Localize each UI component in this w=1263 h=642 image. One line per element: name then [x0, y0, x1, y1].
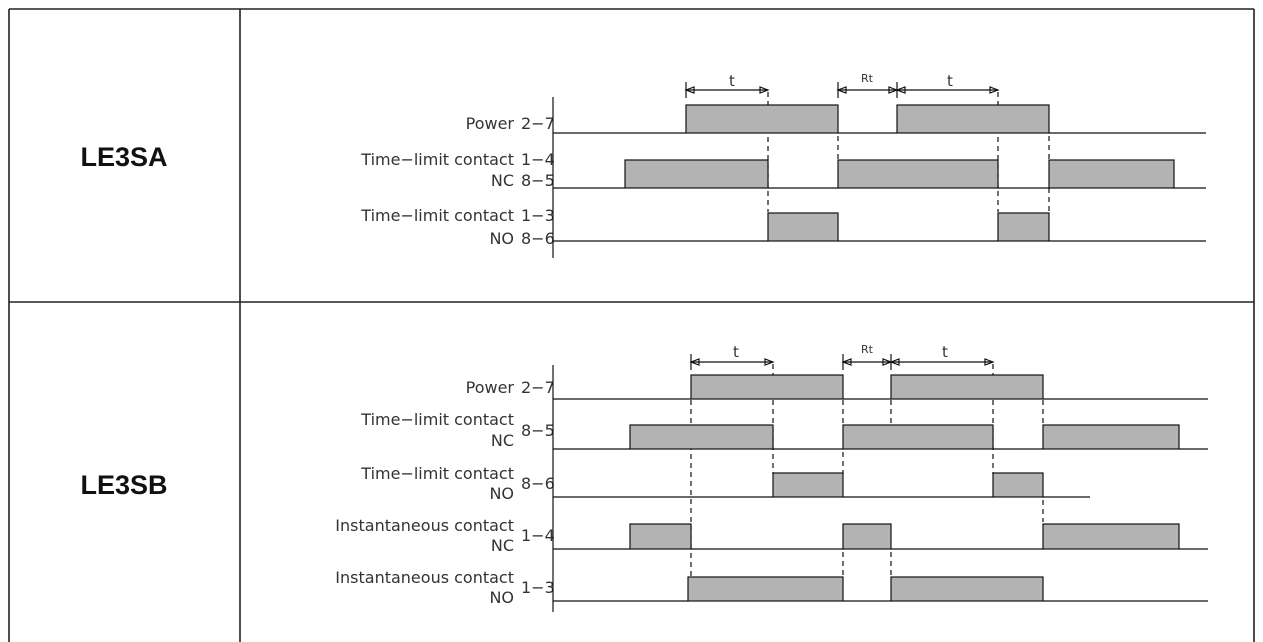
pulse	[1042, 523, 1180, 550]
signal-label-time-limit-contact-nc: Time−limit contact	[360, 150, 514, 169]
signal-sub-nc: NC	[491, 431, 514, 450]
signal-label-time-limit-contact-no: Time−limit contact	[360, 206, 514, 225]
signal-pins-1-4: 1−4	[521, 150, 555, 169]
signal-label-instantaneous-contact-nc: Instantaneous contact	[335, 516, 514, 535]
pulse	[896, 104, 1050, 134]
pulse	[997, 212, 1050, 242]
pulse	[837, 159, 999, 189]
pulse	[690, 374, 844, 400]
signal-sub-nc: NC	[491, 536, 514, 555]
timing-label-t2: t	[947, 72, 953, 90]
timing-label-rt: Rt	[861, 72, 874, 85]
pulse	[842, 424, 994, 450]
signal-label-power: Power	[466, 114, 515, 133]
signal-label-power: Power	[466, 378, 515, 397]
signal-pins-1-3: 1−3	[521, 578, 555, 597]
pulse	[772, 472, 844, 498]
signal-pins-8-6: 8−6	[521, 229, 555, 248]
pulse	[687, 576, 844, 602]
signal-sub-no: NO	[489, 484, 514, 503]
pulse	[890, 374, 1044, 400]
signal-pins-power: 2−7	[521, 378, 555, 397]
le3sb-section: LE3SB Power 2−7 Time−limit contact NC 8−…	[80, 343, 1208, 612]
waveform-time-limit-no	[553, 472, 1090, 498]
timing-label-t1: t	[733, 343, 739, 361]
pulse	[685, 104, 839, 134]
pulse	[890, 576, 1044, 602]
le3sa-section: LE3SA Power 2−7 Time−limit contact 1−4 N…	[80, 72, 1206, 258]
pulse	[629, 424, 774, 450]
signal-label-no: NO	[489, 229, 514, 248]
pulse	[629, 523, 692, 550]
signal-pins-1-4: 1−4	[521, 526, 555, 545]
waveform-time-limit-no	[553, 212, 1206, 242]
timing-label-rt: Rt	[861, 343, 874, 356]
pulse	[767, 212, 839, 242]
waveform-power	[553, 104, 1206, 134]
timing-markers: t Rt t	[689, 343, 995, 370]
signal-pins-power: 2−7	[521, 114, 555, 133]
model-label-le3sa: LE3SA	[80, 142, 167, 172]
waveform-time-limit-nc	[553, 424, 1208, 450]
pulse	[842, 523, 892, 550]
waveform-power	[553, 374, 1208, 400]
signal-label-nc: NC	[491, 171, 514, 190]
table-grid	[8, 8, 1255, 642]
timing-markers: t Rt t	[684, 72, 1000, 98]
signal-pins-8-5: 8−5	[521, 421, 555, 440]
signal-label-time-limit-contact-no: Time−limit contact	[360, 464, 514, 483]
signal-pins-1-3: 1−3	[521, 206, 555, 225]
timing-label-t1: t	[729, 72, 735, 90]
signal-label-time-limit-contact-nc: Time−limit contact	[360, 410, 514, 429]
timing-label-t2: t	[942, 343, 948, 361]
pulse	[1048, 159, 1175, 189]
signal-pins-8-5: 8−5	[521, 171, 555, 190]
pulse	[992, 472, 1044, 498]
signal-pins-8-6: 8−6	[521, 474, 555, 493]
waveform-time-limit-nc	[553, 159, 1206, 189]
signal-sub-no: NO	[489, 588, 514, 607]
pulse	[1042, 424, 1180, 450]
waveform-instantaneous-nc	[553, 523, 1208, 550]
model-label-le3sb: LE3SB	[80, 470, 167, 500]
waveform-instantaneous-no	[553, 576, 1208, 602]
pulse	[624, 159, 769, 189]
signal-label-instantaneous-contact-no: Instantaneous contact	[335, 568, 514, 587]
